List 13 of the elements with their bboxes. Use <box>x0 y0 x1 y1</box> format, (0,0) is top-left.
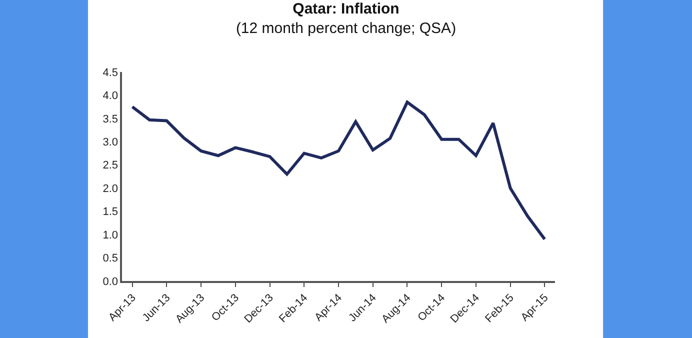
y-tick-label: 1.5 <box>102 206 118 218</box>
y-tick-label: 4.0 <box>102 90 118 102</box>
y-tick-label: 3.5 <box>102 113 118 126</box>
y-tick-label: 2.0 <box>102 182 118 195</box>
line-series <box>130 100 546 241</box>
chart-subtitle: (12 month percent change; QSA) <box>236 20 456 38</box>
y-tick-label: 1.0 <box>102 229 118 242</box>
y-tick-label: 3.0 <box>102 136 118 149</box>
y-tick-label: 2.5 <box>102 160 118 172</box>
y-tick-label: 4.5 <box>102 66 118 79</box>
y-tick-label: 0.5 <box>102 252 118 265</box>
chart-title: Qatar: Inflation <box>292 0 400 18</box>
y-tick-label: 0.0 <box>102 276 118 288</box>
